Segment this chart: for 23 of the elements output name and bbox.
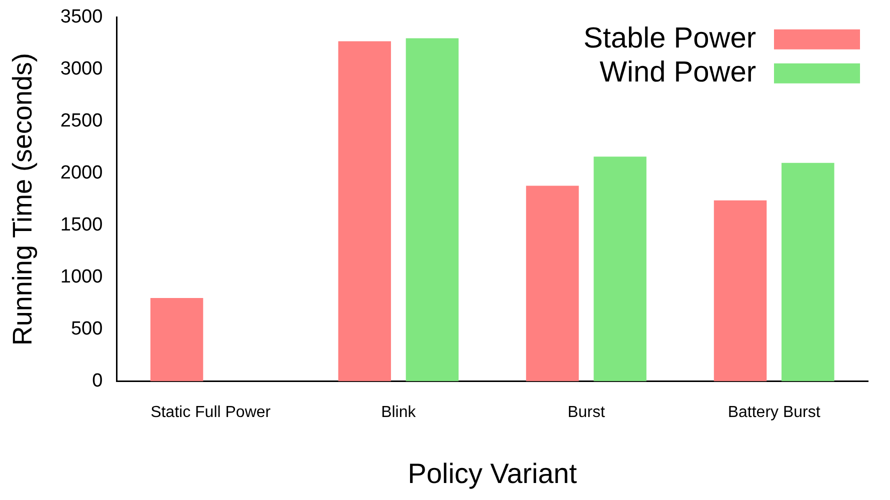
y-tick-label: 2500 [60,110,103,132]
bar [594,156,646,382]
y-tick-label: 2000 [60,162,103,184]
y-tick-label: 500 [70,318,103,340]
bar [338,41,391,382]
y-tick-label: 3000 [60,58,103,80]
y-tick-label: 0 [92,370,103,392]
x-tick-label: Static Full Power [150,404,272,422]
legend-label: Stable Power [584,22,756,54]
x-tick-label: Blink [381,404,417,422]
x-axis-title: Policy Variant [408,458,578,489]
bar [526,186,579,382]
y-tick-label: 3500 [60,6,103,28]
legend-label: Wind Power [600,56,756,88]
bar [714,200,767,382]
x-tick-label: Burst [568,404,606,422]
bar [150,298,204,382]
y-tick-label: 1000 [60,266,103,288]
x-tick-label: Battery Burst [728,404,821,422]
bar [406,38,459,382]
y-axis-title: Running Time (seconds) [8,52,38,346]
y-tick-label: 1500 [60,214,103,236]
bar [782,162,834,382]
